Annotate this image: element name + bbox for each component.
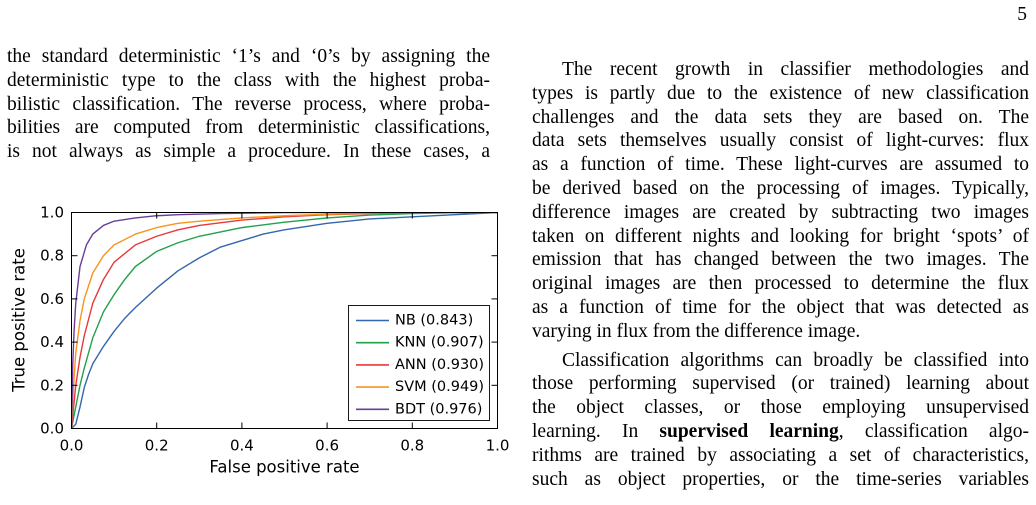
bold-term: supervised learning (659, 420, 839, 442)
legend-label: ANN (0.930) (395, 357, 484, 373)
roc-chart: 0.0 0.2 0.4 0.6 0.8 1.0 0.0 0.2 0.4 0.6 0.8 1.0 Fal… (10, 204, 510, 477)
legend-label: SVM (0.949) (395, 379, 484, 395)
body-text-line: Classification algorithms can broadly be… (562, 349, 1029, 371)
body-text-line: challenges and the data sets they are ba… (532, 106, 1029, 128)
paragraph: The recent growth in classifier methodol… (532, 58, 1029, 344)
roc-curve-knn (71, 212, 498, 429)
body-text-line: The recent growth in classifier methodol… (562, 59, 1029, 80)
body-text-line: learning. In supervised learning, classi… (532, 420, 1029, 444)
legend: NB (0.843) KNN (0.907) ANN (0.930) SVM (0.9… (348, 305, 490, 421)
body-text-line: data sets themselves usually consist of … (532, 130, 1029, 152)
legend-label: BDT (0.976) (395, 401, 482, 417)
text-segment: learning. In (532, 420, 660, 442)
legend-entry: SVM (0.949) (356, 379, 484, 395)
body-text-line: varying in flux from the difference imag… (532, 320, 861, 342)
legend-box (348, 305, 490, 421)
y-tick-label: 0.6 (40, 290, 64, 308)
text-segment: , classification algo- (838, 420, 1029, 442)
body-text-line: those performing supervised (or trained)… (532, 373, 1029, 395)
right-column: The recent growth in classifier methodol… (532, 58, 1029, 491)
body-text-line: as a function of time. These light-curve… (532, 154, 1029, 176)
roc-curve-svm (71, 212, 498, 429)
y-axis-label: True positive rate (10, 248, 29, 393)
x-tick-label: 0.4 (230, 437, 254, 455)
y-tick-label: 0.8 (40, 247, 64, 265)
body-text-line: the object classes, or those employing u… (532, 397, 1029, 419)
body-text-line: taken on different nights and looking fo… (532, 225, 1029, 247)
legend-entry: KNN (0.907) (356, 335, 484, 351)
body-text-line: bilistic classification. The reverse pro… (7, 93, 490, 115)
x-tick-label: 1.0 (486, 437, 510, 455)
left-column: the standard deterministic ‘1’s and ‘0’s… (7, 45, 490, 164)
body-text-line: deterministic type to the class with the… (7, 69, 490, 91)
legend-entry: BDT (0.976) (356, 401, 482, 417)
body-text-line: as a function of time for the object tha… (532, 296, 1029, 318)
legend-label: NB (0.843) (395, 313, 473, 329)
body-text-line: be derived based on the processing of im… (532, 177, 1029, 199)
y-tick-label: 0.2 (40, 376, 64, 394)
body-text-line: difference images are created by subtrac… (532, 201, 1029, 223)
paragraph: Classification algorithms can broadly be… (532, 349, 1029, 492)
y-tick-label: 0.4 (40, 333, 64, 351)
body-text-line: such as object properties, or the time-s… (532, 468, 1029, 490)
y-tick-label: 0.0 (40, 420, 64, 438)
body-text-line: original images are then processed to de… (532, 273, 1029, 295)
body-text-line: types is partly due to the existence of … (532, 82, 1029, 104)
legend-entry: NB (0.843) (356, 313, 473, 329)
body-text-line: rithms are trained by associating a set … (532, 444, 1029, 466)
body-text-line: bilities are computed from deterministic… (7, 117, 490, 139)
body-text-line: is not always as simple a procedure. In … (7, 141, 490, 163)
x-tick-label: 0.6 (315, 437, 339, 455)
roc-curve-nb (71, 212, 498, 429)
plot-frame (71, 212, 498, 429)
body-text-line: emission that has changed between the tw… (532, 249, 1029, 271)
x-tick-label: 0.2 (145, 437, 169, 455)
x-tick-label: 0.8 (400, 437, 424, 455)
body-text-line: the standard deterministic ‘1’s and ‘0’s… (7, 46, 490, 67)
ticks: 0.0 0.2 0.4 0.6 0.8 1.0 0.0 0.2 0.4 0.6 0.8 1.0 (40, 204, 509, 455)
x-axis-label: False positive rate (209, 458, 359, 477)
page-number: 5 (1017, 4, 1027, 25)
y-tick-label: 1.0 (40, 204, 64, 222)
curves (71, 212, 498, 429)
legend-label: KNN (0.907) (395, 335, 484, 351)
roc-curve-bdt (71, 212, 498, 429)
x-tick-label: 0.0 (60, 437, 84, 455)
legend-entry: ANN (0.930) (356, 357, 484, 373)
